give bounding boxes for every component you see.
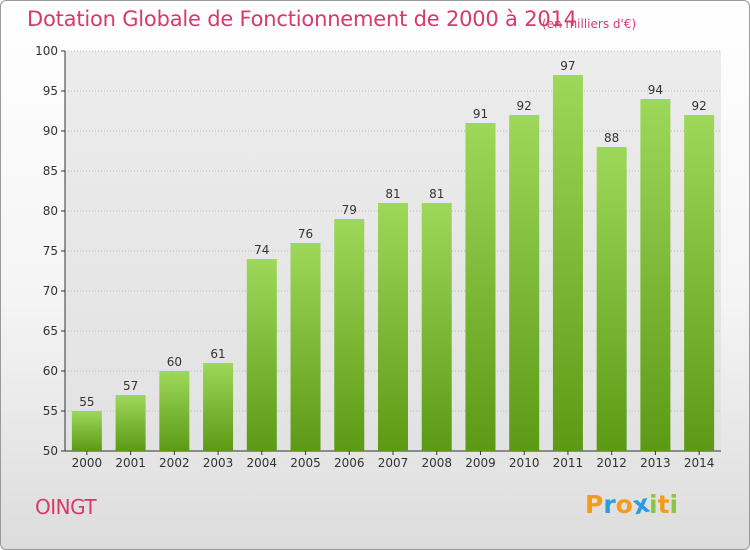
- bar-value-label: 61: [210, 347, 225, 361]
- logo-letter: t: [657, 490, 670, 519]
- proxiti-logo: Proxiti: [585, 489, 679, 521]
- bar: [290, 243, 321, 451]
- x-tick-label: 2005: [290, 456, 321, 470]
- y-tick-label: 60: [43, 364, 58, 378]
- bar: [684, 115, 715, 451]
- bar: [465, 123, 496, 451]
- y-tick-label: 50: [43, 444, 58, 458]
- chart-title: Dotation Globale de Fonctionnement de 20…: [27, 7, 577, 31]
- x-tick-label: 2010: [509, 456, 540, 470]
- bar-value-label: 60: [167, 355, 182, 369]
- y-tick-label: 75: [43, 244, 58, 258]
- logo-letter: i: [669, 490, 679, 519]
- bar: [246, 259, 277, 451]
- bar-value-label: 76: [298, 227, 313, 241]
- bar-value-label: 81: [385, 187, 400, 201]
- x-tick-label: 2008: [421, 456, 452, 470]
- x-tick-label: 2012: [596, 456, 627, 470]
- x-tick-label: 2014: [684, 456, 715, 470]
- x-tick-label: 2011: [553, 456, 584, 470]
- logo-letter: o: [615, 490, 633, 519]
- y-tick-label: 90: [43, 124, 58, 138]
- bar: [115, 395, 146, 451]
- bar: [203, 363, 234, 451]
- x-tick-label: 2002: [159, 456, 190, 470]
- logo-letter: P: [585, 490, 604, 519]
- x-tick-label: 2006: [334, 456, 365, 470]
- bar: [159, 371, 190, 451]
- bar-value-label: 92: [691, 99, 706, 113]
- chart-subtitle: (en milliers d'€): [542, 17, 637, 31]
- logo-letter: i: [649, 490, 658, 519]
- bar: [552, 75, 583, 451]
- x-tick-label: 2007: [378, 456, 409, 470]
- bar: [640, 99, 671, 451]
- y-tick-label: 80: [43, 204, 58, 218]
- x-tick-label: 2000: [72, 456, 103, 470]
- bar-value-label: 94: [648, 83, 663, 97]
- bar-value-label: 91: [473, 107, 488, 121]
- bar: [378, 203, 408, 451]
- y-tick-label: 55: [43, 404, 58, 418]
- bar: [509, 115, 540, 451]
- y-tick-label: 85: [43, 164, 58, 178]
- x-tick-label: 2009: [465, 456, 496, 470]
- x-tick-label: 2001: [115, 456, 146, 470]
- y-tick-label: 70: [43, 284, 58, 298]
- y-tick-label: 100: [35, 44, 58, 58]
- x-tick-label: 2004: [247, 456, 278, 470]
- x-tick-label: 2013: [640, 456, 671, 470]
- bar-value-label: 88: [604, 131, 619, 145]
- bar-value-label: 92: [517, 99, 532, 113]
- bar-value-label: 81: [429, 187, 444, 201]
- bar: [596, 147, 627, 451]
- x-tick-label: 2003: [203, 456, 234, 470]
- y-tick-label: 65: [43, 324, 58, 338]
- bar-value-label: 57: [123, 379, 138, 393]
- bar: [71, 411, 102, 451]
- bar-value-label: 55: [79, 395, 94, 409]
- bar: [334, 219, 365, 451]
- commune-name: OINGT: [35, 495, 97, 519]
- logo-letter: r: [603, 490, 616, 519]
- y-tick-label: 95: [43, 84, 58, 98]
- bar-value-label: 97: [560, 59, 575, 73]
- bar-value-label: 79: [342, 203, 357, 217]
- bar-value-label: 74: [254, 243, 269, 257]
- bar: [421, 203, 452, 451]
